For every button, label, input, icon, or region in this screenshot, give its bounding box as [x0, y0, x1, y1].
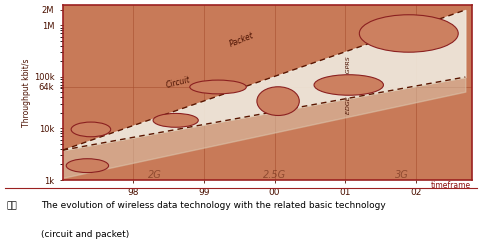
Text: Packet: Packet [228, 31, 256, 49]
Text: 2.5G: 2.5G [263, 170, 286, 180]
Text: HSCSD: HSCSD [205, 82, 231, 92]
Text: Circuit: Circuit [165, 75, 191, 90]
Text: 图二: 图二 [6, 202, 17, 210]
Text: UMTS: UMTS [395, 28, 423, 38]
Text: GPRS: GPRS [267, 97, 290, 106]
Text: timeframe: timeframe [431, 181, 471, 190]
Text: EDGE based GPRS: EDGE based GPRS [346, 56, 351, 114]
Text: 14.4: 14.4 [167, 116, 184, 125]
Text: 9.6: 9.6 [85, 125, 97, 134]
Text: 3G: 3G [395, 170, 409, 180]
Text: The evolution of wireless data technology with the related basic technology: The evolution of wireless data technolog… [41, 202, 386, 210]
Text: (circuit and packet): (circuit and packet) [41, 230, 129, 239]
Text: 2G: 2G [147, 170, 161, 180]
Text: SMS: SMS [79, 161, 95, 170]
Y-axis label: Throughput kbit/s: Throughput kbit/s [22, 58, 31, 127]
